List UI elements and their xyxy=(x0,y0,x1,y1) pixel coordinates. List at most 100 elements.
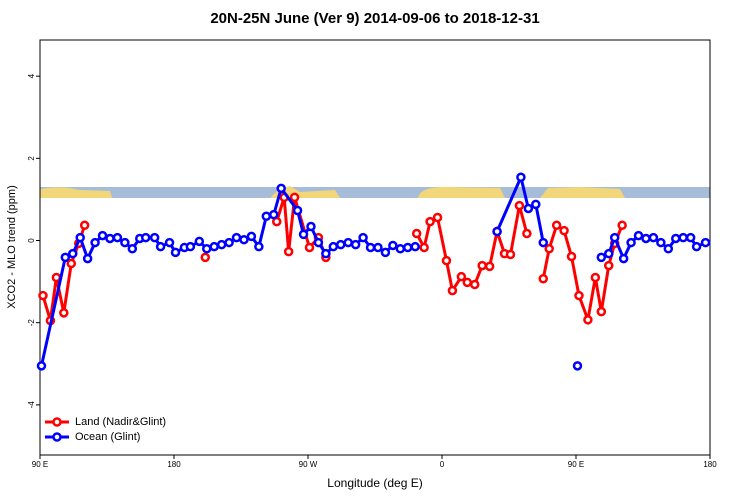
point xyxy=(678,232,688,243)
legend-marker xyxy=(52,417,62,427)
point xyxy=(68,248,78,259)
y-tick-label: 0 xyxy=(27,238,36,243)
point xyxy=(261,211,272,222)
point xyxy=(170,247,181,258)
point xyxy=(583,315,593,325)
point xyxy=(380,247,391,258)
point xyxy=(462,277,473,288)
point xyxy=(691,241,702,252)
point xyxy=(700,237,711,248)
point xyxy=(112,232,123,243)
point xyxy=(538,237,548,248)
point xyxy=(617,220,627,231)
point xyxy=(403,242,413,253)
point xyxy=(395,243,406,254)
x-tick-label: 180 xyxy=(167,460,181,469)
point xyxy=(516,172,526,182)
y-tick-label: -2 xyxy=(27,319,36,327)
point xyxy=(685,232,696,243)
point xyxy=(447,285,458,296)
x-tick-label: 90 E xyxy=(568,460,584,469)
point xyxy=(66,258,77,269)
point xyxy=(127,243,138,254)
point xyxy=(358,232,368,243)
point xyxy=(105,233,115,244)
point xyxy=(246,231,257,242)
chart-title: 20N-25N June (Ver 9) 2014-09-06 to 2018-… xyxy=(210,10,539,27)
point xyxy=(551,220,562,231)
point xyxy=(470,279,480,290)
map-strip xyxy=(40,186,710,198)
point xyxy=(626,237,636,248)
legend-marker xyxy=(52,432,62,442)
point xyxy=(194,236,205,247)
x-axis-label: Longitude (deg E) xyxy=(327,476,422,490)
x-tick-label: 180 xyxy=(703,460,717,469)
point xyxy=(298,229,309,240)
point xyxy=(604,260,614,271)
point xyxy=(140,232,151,243)
x-tick-label: 90 E xyxy=(32,460,48,469)
point xyxy=(456,271,467,282)
point xyxy=(36,361,47,371)
point xyxy=(202,243,212,254)
x-tick-label: 0 xyxy=(440,460,445,469)
point xyxy=(336,239,346,250)
point xyxy=(365,242,376,253)
point xyxy=(90,237,100,248)
point xyxy=(531,199,541,210)
point xyxy=(596,252,607,263)
x-tick-label: 90 W xyxy=(299,460,318,469)
point xyxy=(388,240,398,251)
point xyxy=(60,252,71,263)
point xyxy=(618,253,629,264)
point xyxy=(254,241,264,252)
point xyxy=(419,242,429,253)
point xyxy=(425,216,435,227)
point xyxy=(432,212,443,223)
point xyxy=(656,237,666,248)
point xyxy=(492,226,502,237)
point xyxy=(574,290,584,301)
point xyxy=(149,232,160,243)
point xyxy=(164,237,175,248)
point xyxy=(97,230,108,241)
point xyxy=(411,228,422,239)
point xyxy=(514,200,525,211)
point xyxy=(283,246,294,257)
series-line xyxy=(40,172,707,367)
point xyxy=(604,248,614,259)
point xyxy=(185,241,196,252)
plot-frame xyxy=(39,39,711,456)
point xyxy=(38,290,48,301)
point xyxy=(522,228,532,239)
point xyxy=(441,255,452,266)
point xyxy=(216,239,227,250)
point xyxy=(269,209,279,220)
point xyxy=(596,306,607,317)
point xyxy=(75,232,85,243)
point xyxy=(572,361,583,371)
point xyxy=(209,241,219,252)
point xyxy=(328,241,339,252)
point xyxy=(648,232,659,243)
point xyxy=(306,221,316,232)
point xyxy=(559,225,569,236)
point xyxy=(304,242,315,253)
point xyxy=(289,192,300,203)
point xyxy=(224,237,234,248)
point xyxy=(120,237,130,248)
point xyxy=(633,230,644,241)
point xyxy=(276,183,286,194)
y-tick-label: 2 xyxy=(27,156,36,161)
point xyxy=(373,242,383,253)
point xyxy=(663,243,674,254)
point xyxy=(505,249,516,260)
series-line xyxy=(41,196,624,326)
point xyxy=(79,220,90,231)
point xyxy=(609,232,620,243)
point xyxy=(590,272,601,283)
point xyxy=(343,237,353,248)
